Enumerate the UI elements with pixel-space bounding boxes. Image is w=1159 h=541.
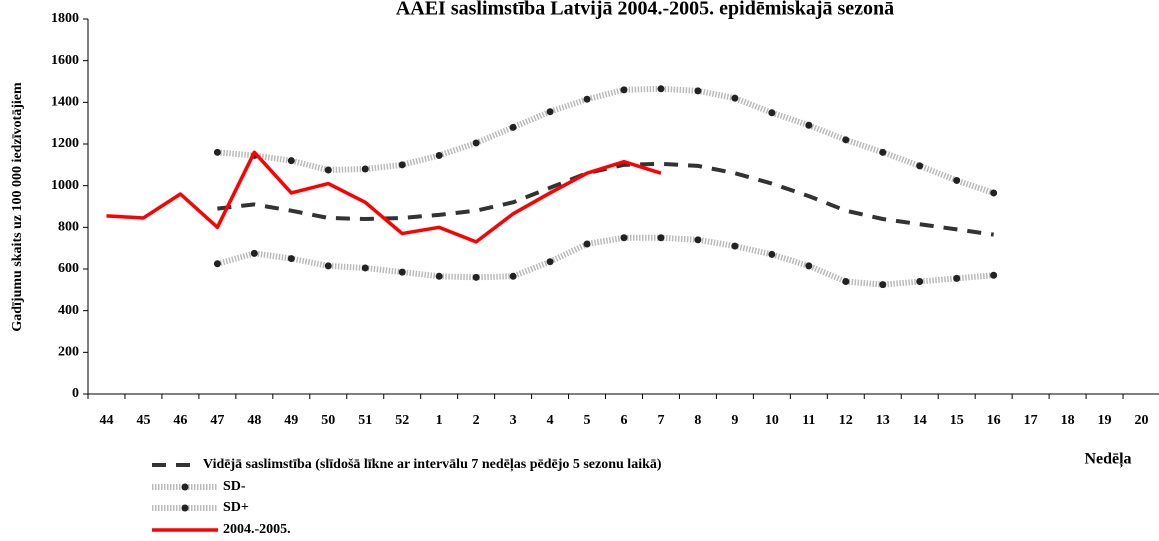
series-marker bbox=[620, 86, 628, 94]
series-marker bbox=[916, 278, 924, 285]
legend-label: Vidējā saslimstība (slīdošā līkne ar int… bbox=[203, 457, 662, 472]
series-marker bbox=[916, 162, 924, 170]
x-tick-label: 5 bbox=[584, 413, 591, 428]
x-tick-label: 16 bbox=[987, 413, 1001, 428]
x-tick-label: 51 bbox=[358, 413, 372, 428]
series-marker bbox=[250, 249, 258, 257]
x-tick-label: 12 bbox=[839, 413, 853, 428]
series-marker bbox=[657, 85, 665, 93]
series-marker bbox=[546, 108, 554, 116]
series-marker bbox=[694, 236, 702, 244]
series-marker bbox=[435, 272, 443, 280]
series-marker bbox=[842, 278, 850, 285]
series-marker bbox=[546, 258, 554, 266]
series-line bbox=[217, 161, 994, 237]
series-marker bbox=[990, 189, 998, 197]
series-marker bbox=[953, 274, 961, 282]
y-tick-label: 1200 bbox=[51, 136, 79, 151]
series-marker bbox=[583, 240, 591, 248]
x-tick-label: 6 bbox=[621, 413, 628, 428]
x-tick-label: 50 bbox=[321, 413, 335, 428]
series-marker bbox=[583, 95, 591, 103]
x-tick-label: 8 bbox=[694, 413, 701, 428]
x-axis-label: Nedēļa bbox=[1084, 451, 1131, 469]
x-tick-label: 2 bbox=[473, 413, 480, 428]
series-marker bbox=[694, 87, 702, 95]
series-marker bbox=[213, 148, 221, 156]
series-line bbox=[216, 234, 994, 288]
series-marker bbox=[435, 151, 443, 159]
series-marker bbox=[805, 262, 813, 270]
x-tick-label: 11 bbox=[802, 413, 815, 428]
series-marker bbox=[509, 123, 517, 131]
y-axis-label: Gadījumu skaits uz 100 000 iedzīvotājiem bbox=[10, 82, 25, 332]
x-tick-label: 1 bbox=[436, 413, 443, 428]
series-marker bbox=[361, 264, 369, 272]
series-marker bbox=[731, 242, 739, 250]
series-marker bbox=[990, 271, 998, 279]
y-tick-label: 1600 bbox=[51, 53, 79, 68]
series-marker bbox=[731, 94, 739, 102]
series-marker bbox=[768, 109, 776, 117]
x-tick-label: 52 bbox=[395, 413, 409, 428]
series-marker bbox=[324, 262, 332, 270]
series-marker bbox=[768, 250, 776, 258]
legend-marker bbox=[181, 504, 189, 512]
x-tick-label: 44 bbox=[99, 413, 113, 428]
x-tick-label: 17 bbox=[1024, 413, 1038, 428]
y-tick-label: 1400 bbox=[51, 95, 79, 110]
x-tick-label: 4 bbox=[547, 413, 554, 428]
series-marker bbox=[324, 166, 332, 174]
legend-marker bbox=[181, 483, 189, 491]
x-tick-label: 46 bbox=[173, 413, 187, 428]
x-tick-label: 15 bbox=[950, 413, 964, 428]
series-marker bbox=[398, 268, 406, 276]
x-tick-label: 47 bbox=[210, 413, 224, 428]
series-marker bbox=[287, 157, 295, 165]
series-marker bbox=[879, 148, 887, 156]
series-line bbox=[106, 150, 662, 244]
x-tick-label: 20 bbox=[1135, 413, 1149, 428]
x-tick-label: 49 bbox=[284, 413, 298, 428]
series-marker bbox=[953, 176, 961, 184]
x-tick-label: 18 bbox=[1061, 413, 1075, 428]
series-marker bbox=[805, 121, 813, 129]
series-line bbox=[217, 85, 995, 196]
legend-label: 2004.-2005. bbox=[223, 522, 291, 537]
y-tick-label: 400 bbox=[58, 303, 79, 318]
series-marker bbox=[657, 234, 665, 242]
y-tick-label: 0 bbox=[72, 386, 79, 401]
series-marker bbox=[842, 136, 850, 144]
legend-label: SD- bbox=[223, 479, 246, 494]
series-marker bbox=[472, 139, 480, 147]
series-marker bbox=[361, 165, 369, 173]
series-marker bbox=[620, 234, 628, 242]
series-marker bbox=[472, 273, 480, 281]
y-tick-label: 800 bbox=[58, 220, 79, 235]
series-marker bbox=[287, 255, 295, 263]
x-tick-label: 45 bbox=[136, 413, 150, 428]
x-tick-label: 7 bbox=[657, 413, 664, 428]
x-tick-label: 10 bbox=[765, 413, 779, 428]
series-marker bbox=[398, 161, 406, 169]
x-tick-label: 14 bbox=[913, 413, 927, 428]
y-tick-label: 1800 bbox=[51, 11, 79, 26]
y-tick-label: 200 bbox=[58, 345, 79, 360]
series-marker bbox=[879, 281, 887, 289]
x-tick-label: 13 bbox=[876, 413, 890, 428]
series-marker bbox=[213, 260, 221, 268]
x-tick-label: 3 bbox=[510, 413, 517, 428]
x-tick-label: 19 bbox=[1098, 413, 1112, 428]
chart-title: AAEI saslimstība Latvijā 2004.-2005. epi… bbox=[396, 0, 894, 20]
y-tick-label: 1000 bbox=[51, 178, 79, 193]
y-tick-label: 600 bbox=[58, 261, 79, 276]
x-tick-label: 9 bbox=[731, 413, 738, 428]
series-marker bbox=[509, 272, 517, 280]
legend-label: SD+ bbox=[223, 500, 249, 515]
x-tick-label: 48 bbox=[247, 413, 261, 428]
